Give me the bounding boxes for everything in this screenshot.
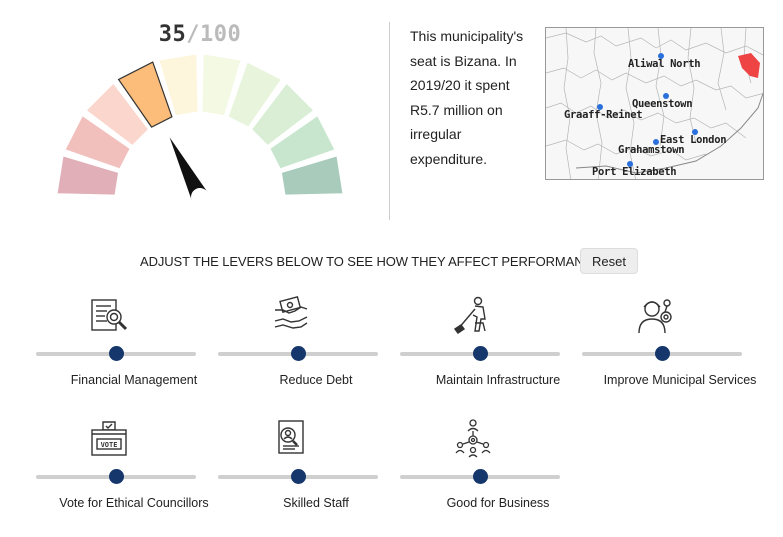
gauge-segment bbox=[201, 53, 242, 117]
reset-button[interactable]: Reset bbox=[580, 248, 638, 274]
resume-icon bbox=[271, 418, 311, 458]
gauge-segment bbox=[250, 82, 315, 147]
lever-maintain-infrastructure: Maintain Infrastructure bbox=[382, 295, 564, 405]
city-dot bbox=[653, 139, 659, 145]
city-dot bbox=[627, 161, 633, 167]
slider-handle[interactable] bbox=[290, 346, 306, 361]
performance-gauge: 35/100 bbox=[0, 0, 390, 225]
ballot-box-icon: VOTE bbox=[89, 418, 129, 458]
worker-shovel-icon bbox=[453, 295, 493, 335]
slider-handle[interactable] bbox=[108, 469, 124, 484]
lever-label: Skilled Staff bbox=[283, 496, 349, 510]
divider bbox=[389, 22, 390, 220]
lever-improve-municipal-services: Improve Municipal Services bbox=[564, 295, 756, 405]
score-readout: 35/100 bbox=[0, 22, 400, 47]
lever-label: Vote for Ethical Councillors bbox=[59, 496, 209, 510]
city-dot bbox=[692, 129, 698, 135]
lever-reduce-debt: Reduce Debt bbox=[200, 295, 382, 405]
slider-handle[interactable] bbox=[472, 346, 488, 361]
gauge-segment bbox=[117, 61, 173, 128]
gauge-segment bbox=[56, 155, 120, 196]
gauge-segment bbox=[158, 53, 199, 117]
city-label-grahamstown: Grahamstown bbox=[618, 144, 685, 156]
service-worker-gear-icon bbox=[635, 295, 675, 335]
lever-label: Improve Municipal Services bbox=[603, 373, 757, 387]
gauge-segment bbox=[227, 61, 283, 128]
map-boundaries bbox=[546, 28, 763, 179]
slider-handle[interactable] bbox=[472, 469, 488, 484]
gauge-segment bbox=[85, 82, 150, 147]
money-hands-icon bbox=[271, 295, 311, 335]
lever-label: Good for Business bbox=[446, 496, 550, 510]
slider-handle[interactable] bbox=[108, 346, 124, 361]
lever-label: Maintain Infrastructure bbox=[435, 373, 561, 387]
municipality-info: This municipality's seat is Bizana. In 2… bbox=[410, 28, 524, 167]
slider-handle[interactable] bbox=[290, 469, 306, 484]
lever-vote-for-ethical-councillors: VOTE Vote for Ethical Councillors bbox=[18, 418, 209, 528]
city-dot bbox=[658, 53, 664, 59]
city-label-graaff-reinet: Graaff-Reinet bbox=[564, 109, 643, 121]
lever-label: Reduce Debt bbox=[279, 373, 353, 387]
selected-municipality-region[interactable] bbox=[738, 53, 760, 78]
document-magnifier-icon bbox=[89, 295, 129, 335]
slider-handle[interactable] bbox=[654, 346, 670, 361]
score-max: /100 bbox=[186, 22, 242, 47]
city-label-aliwal-north: Aliwal North bbox=[628, 58, 701, 70]
adjust-instructions: ADJUST THE LEVERS BELOW TO SEE HOW THEY … bbox=[140, 254, 602, 269]
city-label-east-london: East London bbox=[660, 134, 727, 146]
municipality-map[interactable]: Aliwal North Queenstown Graaff-Reinet Ea… bbox=[545, 27, 764, 180]
lever-financial-management: Financial Management bbox=[18, 295, 200, 405]
city-label-port-elizabeth: Port Elizabeth bbox=[592, 166, 677, 178]
gauge-chart bbox=[56, 53, 344, 202]
lever-good-for-business: Good for Business bbox=[382, 418, 564, 528]
gauge-segment bbox=[269, 114, 336, 170]
svg-text:VOTE: VOTE bbox=[101, 441, 118, 449]
city-label-queenstown: Queenstown bbox=[632, 98, 693, 110]
gauge-segment bbox=[64, 114, 131, 170]
city-dot bbox=[597, 104, 603, 110]
lever-skilled-staff: Skilled Staff bbox=[200, 418, 382, 528]
gauge-needle bbox=[169, 137, 209, 202]
business-network-icon bbox=[453, 418, 493, 458]
city-dot bbox=[663, 93, 669, 99]
score-value: 35 bbox=[158, 22, 187, 47]
lever-label: Financial Management bbox=[70, 373, 198, 387]
controls-header: ADJUST THE LEVERS BELOW TO SEE HOW THEY … bbox=[0, 248, 783, 274]
gauge-segment bbox=[280, 155, 344, 196]
